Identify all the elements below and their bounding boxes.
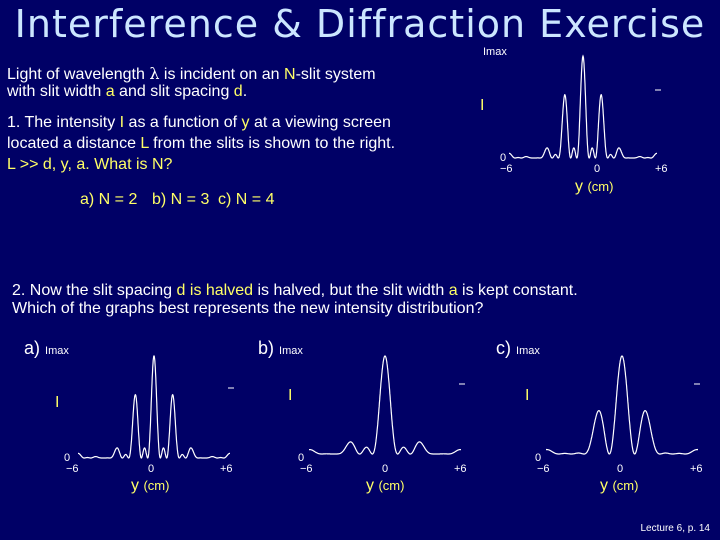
q2-text: 2. Now the slit spacing	[12, 282, 177, 299]
intensity-curve	[546, 355, 698, 455]
intro-text: .	[242, 83, 248, 100]
option-a-imax: Imax	[45, 345, 69, 357]
option-a-i-label: I	[55, 394, 60, 411]
option-b-minus6: −6	[300, 463, 313, 475]
q2-line-2: Which of the graphs best represents the …	[12, 300, 484, 317]
option-a-y-axis-label: y (cm)	[131, 477, 169, 495]
y-variable: y	[241, 114, 250, 131]
n-variable: N	[284, 66, 296, 83]
intro-line-1: Light of wavelength λ is incident on an …	[7, 64, 376, 85]
y-text: y	[575, 178, 583, 195]
option-c-y-axis-label: y (cm)	[600, 477, 638, 495]
option-b-imax: Imax	[279, 345, 303, 357]
intensity-curve	[309, 355, 461, 455]
cm-text: (cm)	[612, 478, 639, 493]
footer-page-label: Lecture 6, p. 14	[640, 523, 711, 534]
top-graph-zero: 0	[594, 163, 601, 175]
intro-text: with slit width	[7, 83, 106, 100]
q1-text: 1. The intensity	[7, 114, 120, 131]
intro-line-2: with slit width a and slit spacing d.	[7, 82, 247, 102]
cm-text: (cm)	[143, 478, 170, 493]
top-graph-zero-origin: 0	[500, 152, 507, 164]
top-graph-plot	[509, 54, 661, 159]
intensity-curve	[509, 54, 657, 159]
q1-text: at a viewing screen	[249, 114, 391, 131]
intro-text: is incident on an	[159, 66, 284, 83]
a-variable: a	[105, 83, 115, 100]
y-text: y	[366, 477, 374, 494]
option-c-zero-origin: 0	[535, 452, 542, 464]
q2-text: is kept constant.	[457, 282, 578, 299]
q1-line-1: 1. The intensity I as a function of y at…	[7, 113, 391, 133]
answer-a[interactable]: a) N = 2	[80, 191, 138, 208]
intro-text: -slit system	[295, 66, 376, 83]
y-text: y	[600, 477, 608, 494]
option-c-label[interactable]: c) Imax	[496, 338, 540, 359]
i-variable: I	[119, 114, 125, 131]
option-c-imax: Imax	[516, 345, 540, 357]
option-c-plot	[546, 355, 700, 455]
option-c-zero: 0	[617, 463, 624, 475]
q1-line-3: L >> d, y, a. What is N?	[7, 156, 173, 173]
option-c-i-label: I	[525, 387, 530, 404]
option-c-text: c)	[496, 338, 511, 358]
q1-text: located a distance	[7, 135, 141, 152]
option-a-plot	[78, 354, 234, 459]
answer-c[interactable]: c) N = 4	[218, 191, 275, 208]
top-graph-i-label: I	[480, 97, 485, 114]
intro-text: and slit spacing	[114, 83, 234, 100]
page-title: Interference & Diffraction Exercise	[14, 2, 706, 46]
option-b-zero-origin: 0	[298, 452, 305, 464]
option-b-i-label: I	[288, 387, 293, 404]
top-graph-plus6: +6	[655, 163, 668, 175]
option-b-label[interactable]: b) Imax	[258, 338, 303, 359]
q2-text: is halved, but the slit width	[253, 282, 449, 299]
option-b-zero: 0	[382, 463, 389, 475]
q1-text: from the slits is shown to the right.	[148, 135, 396, 152]
option-a-text: a)	[24, 338, 41, 358]
answer-b[interactable]: b) N = 3	[152, 191, 210, 208]
l-variable: L	[140, 135, 149, 152]
lambda-symbol: λ	[149, 64, 160, 83]
option-b-plus6: +6	[454, 463, 467, 475]
q2-line-1: 2. Now the slit spacing d is halved is h…	[12, 282, 578, 299]
top-graph-y-axis-label: y (cm)	[575, 178, 613, 196]
option-a-zero-origin: 0	[64, 452, 71, 464]
top-graph-imax: Imax	[483, 46, 507, 58]
option-c-plus6: +6	[690, 463, 703, 475]
option-a-plus6: +6	[220, 463, 233, 475]
intro-text: Light of wavelength	[7, 66, 150, 83]
intensity-curve	[78, 354, 230, 459]
a-variable: a	[448, 282, 458, 299]
d-variable: d	[233, 83, 243, 100]
cm-text: (cm)	[378, 478, 405, 493]
d-variable: d	[176, 282, 186, 299]
q1-line-2: located a distance L from the slits is s…	[7, 134, 395, 154]
q1-text: as a function of	[124, 114, 242, 131]
cm-text: (cm)	[587, 179, 614, 194]
option-a-zero: 0	[148, 463, 155, 475]
option-a-minus6: −6	[66, 463, 79, 475]
option-b-y-axis-label: y (cm)	[366, 477, 404, 495]
option-b-text: b)	[258, 338, 275, 358]
top-graph-minus6: −6	[500, 163, 513, 175]
y-text: y	[131, 477, 139, 494]
option-c-minus6: −6	[537, 463, 550, 475]
option-b-plot	[309, 355, 465, 455]
option-a-label[interactable]: a) Imax	[24, 338, 69, 359]
